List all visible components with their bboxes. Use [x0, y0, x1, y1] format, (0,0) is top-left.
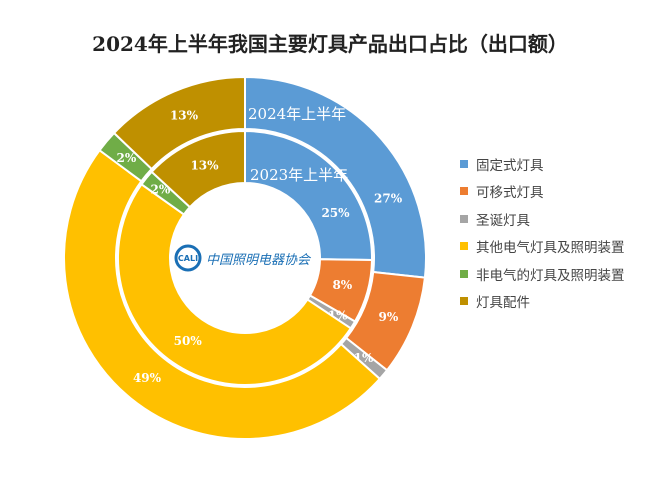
legend-item: 灯具配件	[460, 288, 625, 316]
legend-label: 非电气的灯具及照明装置	[476, 267, 625, 284]
logo-text: 中国照明电器协会	[206, 253, 312, 268]
outer-slice-5	[112, 75, 246, 171]
outer-data-label-0: 27%	[374, 191, 403, 205]
legend-label: 圣诞灯具	[476, 212, 530, 229]
legend-swatch	[460, 242, 468, 251]
outer-slice-3	[63, 148, 382, 440]
outer-data-label-3: 49%	[133, 371, 162, 385]
legend-item: 圣诞灯具	[460, 205, 625, 233]
logo: CALI 中国照明电器协会	[174, 244, 312, 272]
inner-data-label-3: 50%	[174, 334, 203, 348]
outer-data-label-1: 9%	[379, 310, 399, 324]
legend-swatch	[460, 297, 468, 306]
inner-slice-3	[117, 182, 353, 386]
inner-slice-0	[244, 129, 373, 262]
inner-data-label-1: 8%	[332, 278, 352, 292]
legend-label: 其他电气灯具及照明装置	[476, 240, 625, 257]
series-label-inner: 2023年上半年	[250, 166, 348, 184]
legend-label: 固定式灯具	[476, 157, 544, 174]
inner-data-label-5: 13%	[190, 158, 219, 172]
legend-item: 可移式灯具	[460, 178, 625, 206]
logo-mark-icon	[174, 244, 202, 272]
legend-swatch	[460, 269, 468, 278]
outer-data-label-4: 2%	[117, 151, 137, 165]
outer-slice-0	[244, 75, 427, 279]
legend-swatch	[460, 187, 468, 196]
legend-item: 其他电气灯具及照明装置	[460, 233, 625, 261]
legend-swatch	[460, 214, 468, 223]
legend-swatch	[460, 159, 468, 168]
inner-slice-5	[150, 129, 246, 209]
chart-title: 2024年上半年我国主要灯具产品出口占比（出口额）	[92, 32, 568, 56]
legend: 固定式灯具可移式灯具圣诞灯具其他电气灯具及照明装置 非电气的灯具及照明装置 灯具配件	[460, 150, 625, 315]
legend-item: 非电气的灯具及照明装置	[460, 260, 625, 288]
legend-label: 可移式灯具	[476, 185, 544, 202]
outer-data-label-5: 13%	[170, 109, 199, 123]
inner-data-label-0: 25%	[321, 206, 350, 220]
series-label-outer: 2024年上半年	[248, 105, 346, 123]
legend-label: 灯具配件	[476, 295, 530, 312]
logo-mark: CALI	[178, 254, 198, 263]
legend-item: 固定式灯具	[460, 150, 625, 178]
